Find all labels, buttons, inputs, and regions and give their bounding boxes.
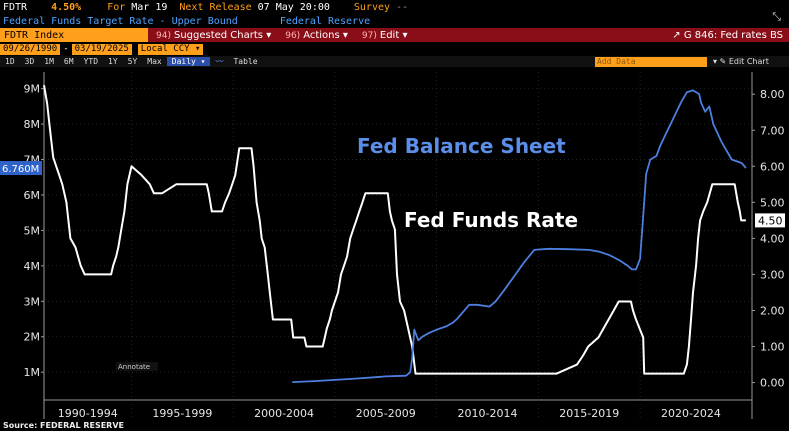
x-tick-label: 2020-2024 <box>661 407 721 420</box>
range-5y[interactable]: 5Y <box>127 57 138 66</box>
right-tick-label: 8.00 <box>760 88 785 101</box>
rate-last-value-tag <box>755 213 785 228</box>
x-tick-label: 2005-2009 <box>356 407 416 420</box>
chart-labels: Fed Balance Sheet Fed Funds Rate Annotate 6… <box>0 134 785 371</box>
x-tick-label: 2015-2019 <box>559 407 619 420</box>
range-bar: 1D 3D 1M 6M YTD 1Y 5Y Max Daily ▾ 〰 Tabl… <box>0 56 789 67</box>
fed-funds-annotation: Fed Funds Rate <box>404 208 578 232</box>
range-1y[interactable]: 1Y <box>108 57 118 66</box>
frequency-select[interactable]: Daily ▾ <box>166 57 211 66</box>
security-header: FDTR 4.50% For Mar 19 Next Release 07 Ma… <box>0 0 789 14</box>
x-tick-label: 2000-2004 <box>254 407 314 420</box>
left-tick-label: 5M <box>24 224 41 237</box>
balance-last-value-tag <box>0 161 42 176</box>
right-tick-label: 4.00 <box>760 232 785 245</box>
rate-last-value: 4.50 <box>758 214 783 227</box>
left-tick-label: 8M <box>24 118 41 131</box>
for-date: Mar 19 <box>131 1 168 13</box>
data-source: Federal Reserve <box>279 15 371 27</box>
chart-title-right: ↗ G 846: Fed rates BS <box>672 29 783 41</box>
survey-value: -- <box>396 1 409 13</box>
next-release-label: Next Release <box>179 1 252 13</box>
range-1d[interactable]: 1D <box>5 57 15 66</box>
next-release-value: 07 May 20:00 <box>257 1 330 13</box>
range-ytd[interactable]: YTD <box>83 57 99 66</box>
edit-button[interactable]: 97) Edit ▾ <box>361 29 408 41</box>
left-tick-label: 2M <box>24 331 41 344</box>
left-tick-label: 6M <box>24 189 41 202</box>
table-button[interactable]: Table <box>233 57 258 66</box>
security-description: Federal Funds Target Rate - Upper Bound <box>3 15 238 27</box>
range-3d[interactable]: 3D <box>24 57 35 66</box>
range-1m[interactable]: 1M <box>44 57 54 66</box>
date-separator: - <box>63 44 69 54</box>
suggested-charts-button[interactable]: 94) Suggested Charts ▾ <box>156 29 272 41</box>
edit-chart-button[interactable]: ▾ ✎ Edit Chart <box>713 57 769 66</box>
right-tick-label: 3.00 <box>760 268 785 281</box>
balance-sheet-annotation: Fed Balance Sheet <box>357 134 566 158</box>
range-6m[interactable]: 6M <box>63 57 74 66</box>
ticker: FDTR <box>3 1 28 13</box>
survey-label: Survey <box>353 1 391 13</box>
annotate-box <box>116 362 158 371</box>
fed-funds-rate-line <box>43 85 746 375</box>
for-label: For <box>107 1 126 13</box>
right-tick-label: 2.00 <box>760 304 785 317</box>
date-range-bar: 09/26/1990 - 03/19/2025 Local CCY ▾ <box>0 43 789 55</box>
actions-button[interactable]: 96) Actions ▾ <box>285 29 348 41</box>
right-tick-label: 1.00 <box>760 341 785 354</box>
command-toolbar: FDTR Index 94) Suggested Charts ▾ 96) Acti… <box>0 28 789 42</box>
left-tick-label: 9M <box>24 83 41 96</box>
right-tick-label: 5.00 <box>760 196 785 209</box>
left-tick-label: 3M <box>24 295 41 308</box>
line-chart-icon[interactable]: 〰 <box>215 57 224 66</box>
description-row: Federal Funds Target Rate - Upper Bound … <box>0 14 789 28</box>
currency-select[interactable]: Local CCY ▾ <box>137 43 204 55</box>
x-axis: 1990-1994 1995-1999 2000-2004 2005-2009 2010… <box>58 407 721 420</box>
x-tick-label: 1990-1994 <box>58 407 118 420</box>
security-field[interactable]: FDTR Index <box>0 28 148 42</box>
right-axis: 8.00 7.00 6.00 5.00 4.00 3.00 2.00 1.00 0.00 <box>752 88 785 390</box>
series-layer <box>43 85 747 383</box>
balance-last-value: 6.760M <box>2 164 39 175</box>
right-tick-label: 0.00 <box>760 377 785 390</box>
annotate-label: Annotate <box>118 363 150 371</box>
start-date-field[interactable]: 09/26/1990 <box>0 43 61 55</box>
end-date-field[interactable]: 03/19/2025 <box>71 43 132 55</box>
x-tick-label: 1995-1999 <box>152 407 212 420</box>
left-tick-label: 1M <box>24 366 41 379</box>
right-tick-label: 6.00 <box>760 160 785 173</box>
collapse-icon[interactable]: ⤡ <box>772 10 781 23</box>
fed-balance-sheet-line <box>292 89 747 383</box>
source-footer: Source: FEDERAL RESERVE <box>3 421 124 430</box>
right-tick-label: 7.00 <box>760 124 785 137</box>
last-value: 4.50% <box>51 1 82 13</box>
range-max[interactable]: Max <box>147 57 162 66</box>
x-tick-label: 2010-2014 <box>458 407 518 420</box>
left-tick-label: 4M <box>24 260 41 273</box>
add-data-input[interactable]: Add Data <box>595 56 707 67</box>
